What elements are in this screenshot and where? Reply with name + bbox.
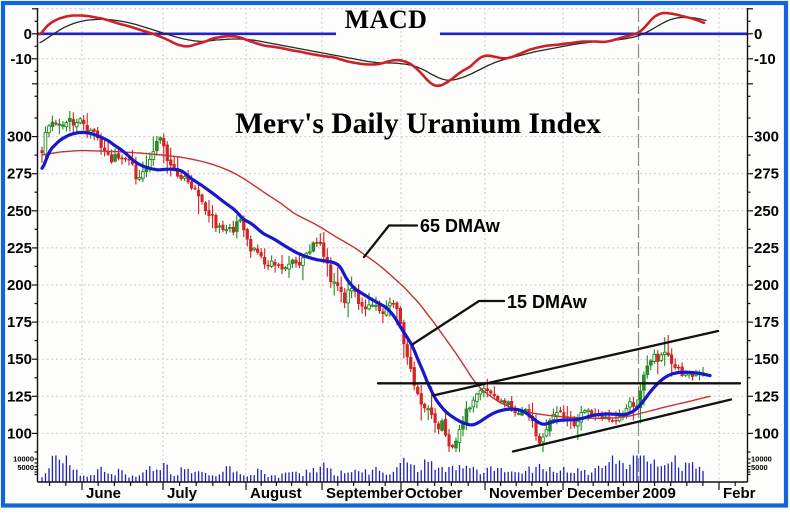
svg-text:300: 300: [7, 129, 32, 146]
svg-text:December: December: [567, 485, 640, 502]
svg-text:Merv's Daily Uranium Index: Merv's Daily Uranium Index: [235, 108, 601, 140]
svg-text:65 DMAw: 65 DMAw: [420, 216, 501, 236]
svg-text:June: June: [86, 485, 121, 502]
svg-text:5000: 5000: [17, 463, 34, 472]
svg-text:300: 300: [754, 129, 779, 146]
svg-text:200: 200: [754, 277, 779, 294]
svg-text:275: 275: [7, 166, 32, 183]
svg-text:150: 150: [754, 351, 779, 368]
svg-text:-10: -10: [754, 51, 776, 68]
svg-text:10000: 10000: [13, 455, 34, 464]
svg-text:15 DMAw: 15 DMAw: [507, 292, 588, 312]
svg-text:125: 125: [7, 388, 32, 405]
svg-text:250: 250: [7, 203, 32, 220]
svg-text:September: September: [326, 485, 404, 502]
svg-text:November: November: [489, 485, 563, 502]
svg-text:October: October: [405, 485, 463, 502]
svg-text:150: 150: [7, 351, 32, 368]
svg-text:August: August: [250, 485, 302, 502]
svg-text:175: 175: [754, 314, 779, 331]
svg-text:100: 100: [7, 425, 32, 442]
svg-text:2009: 2009: [643, 485, 676, 502]
svg-text:0: 0: [754, 26, 762, 43]
svg-text:MACD: MACD: [345, 5, 428, 34]
svg-text:-10: -10: [10, 51, 32, 68]
svg-text:5000: 5000: [751, 463, 768, 472]
svg-text:225: 225: [754, 240, 779, 257]
svg-text:175: 175: [7, 314, 32, 331]
svg-text:0: 0: [24, 26, 32, 43]
svg-text:125: 125: [754, 388, 779, 405]
svg-text:July: July: [167, 485, 198, 502]
svg-text:250: 250: [754, 203, 779, 220]
svg-text:100: 100: [754, 425, 779, 442]
svg-text:225: 225: [7, 240, 32, 257]
svg-text:Febr: Febr: [723, 485, 756, 502]
svg-text:275: 275: [754, 166, 779, 183]
svg-text:10000: 10000: [751, 455, 772, 464]
svg-text:200: 200: [7, 277, 32, 294]
